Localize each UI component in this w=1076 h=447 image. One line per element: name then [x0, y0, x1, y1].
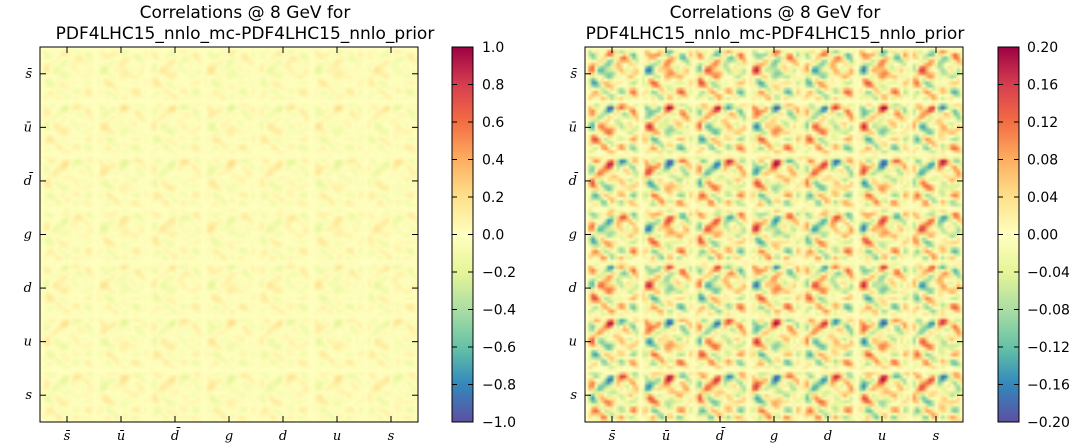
x-tick-label: u	[878, 429, 886, 444]
colorbar-tick-label: −0.8	[482, 378, 516, 394]
y-tick-label: s	[25, 388, 32, 403]
colorbar-tick-label: −0.4	[482, 303, 516, 319]
x-tick-label: s	[388, 429, 395, 444]
y-tick-label: u	[569, 335, 577, 350]
colorbar-tick-label: 0.2	[482, 190, 504, 206]
colorbar-tick-label: −0.20	[1027, 415, 1070, 431]
y-tick-label: g	[24, 228, 32, 243]
y-tick-label: s̄	[570, 67, 577, 82]
x-tick-label: g	[770, 429, 778, 444]
x-tick-label: g	[225, 429, 233, 444]
x-tick-label: s̄	[609, 429, 616, 444]
colorbar-tick-label: −0.6	[482, 340, 516, 356]
x-tick-label: s	[933, 429, 940, 444]
y-tick-label: d̄	[24, 172, 34, 189]
colorbar-tick-label: 0.8	[482, 78, 504, 94]
y-tick-label: u	[24, 335, 32, 350]
x-tick-label: d	[824, 429, 832, 444]
chart-title-line-1: Correlations @ 8 GeV for	[670, 3, 881, 23]
colorbar-tick-label: 0.20	[1027, 40, 1058, 56]
colorbar-tick-label: 0.16	[1027, 78, 1058, 94]
colorbar-tick-label: 0.04	[1027, 190, 1058, 206]
x-tick-label: u	[333, 429, 341, 444]
y-tick-label: ū	[24, 120, 32, 135]
chart-title-line-2: PDF4LHC15_nnlo_mc-PDF4LHC15_nnlo_prior	[56, 24, 435, 44]
colorbar-tick-label: −0.16	[1027, 378, 1070, 394]
x-tick-label: d̄	[171, 427, 181, 444]
colorbar-tick-label: 0.6	[482, 115, 504, 131]
y-tick-label: d	[24, 281, 32, 296]
colorbar-tick-label: 0.4	[482, 153, 504, 169]
y-tick-label: s	[570, 388, 577, 403]
x-tick-label: d̄	[716, 427, 726, 444]
colorbar-tick-label: 1.0	[482, 40, 504, 56]
chart-title-line-1: Correlations @ 8 GeV for	[140, 3, 351, 23]
heatmap-image	[40, 47, 418, 422]
heatmap-image	[585, 47, 963, 422]
y-tick-label: g	[569, 228, 577, 243]
colorbar-tick-label: −0.04	[1027, 265, 1070, 281]
colorbar-tick-label: 0.00	[1027, 228, 1058, 244]
colorbar-tick-label: 0.12	[1027, 115, 1058, 131]
y-tick-label: s̄	[25, 67, 32, 82]
panel-2: Correlations @ 8 GeV forPDF4LHC15_nnlo_m…	[569, 3, 1070, 444]
colorbar-tick-label: −0.2	[482, 265, 516, 281]
colorbar-tick-label: −0.12	[1027, 340, 1070, 356]
x-tick-label: ū	[117, 429, 125, 444]
colorbar-tick-label: 0.08	[1027, 153, 1058, 169]
panel-1: Correlations @ 8 GeV forPDF4LHC15_nnlo_m…	[24, 3, 516, 444]
y-tick-label: ū	[569, 120, 577, 135]
y-tick-label: d	[569, 281, 577, 296]
colorbar-tick-label: 0.0	[482, 228, 504, 244]
y-tick-label: d̄	[569, 172, 579, 189]
x-tick-label: s̄	[64, 429, 71, 444]
chart-title-line-2: PDF4LHC15_nnlo_mc-PDF4LHC15_nnlo_prior	[586, 24, 965, 44]
x-tick-label: d	[279, 429, 287, 444]
colorbar-tick-label: −0.08	[1027, 303, 1070, 319]
x-tick-label: ū	[662, 429, 670, 444]
colorbar-tick-label: −1.0	[482, 415, 516, 431]
